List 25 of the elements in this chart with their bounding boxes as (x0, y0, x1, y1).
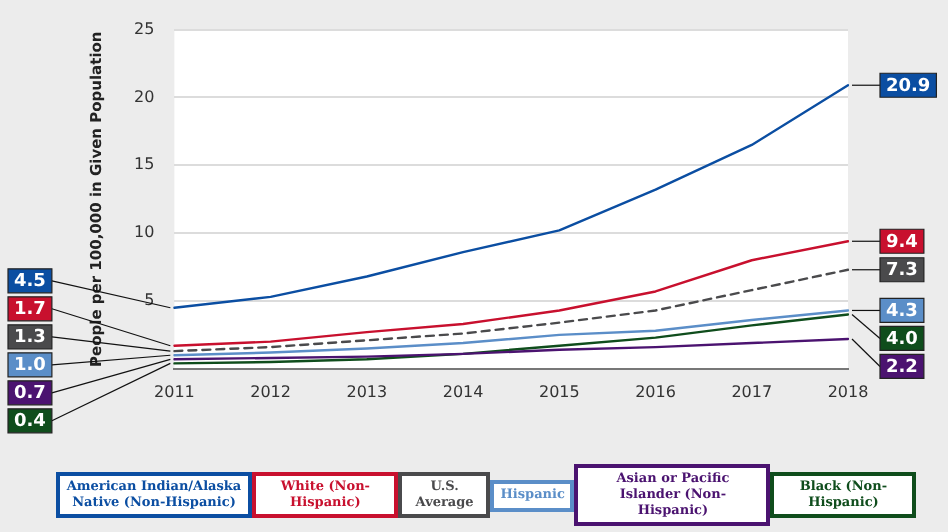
x-tick-label: 2012 (250, 382, 291, 401)
x-tick-label: 2016 (635, 382, 676, 401)
line-series (173, 268, 850, 353)
data-label: 2.2 (885, 358, 918, 379)
data-label: 1.7 (13, 300, 46, 321)
y-tick-label: 20 (133, 87, 155, 106)
data-label: 4.5 (13, 272, 46, 293)
data-label: 0.4 (13, 412, 46, 433)
data-label: 9.4 (885, 232, 918, 253)
y-tick-label: 15 (133, 155, 155, 174)
x-tick-label: 2017 (731, 382, 773, 401)
y-tick-label: 10 (133, 223, 155, 242)
x-tick-label: 2015 (538, 382, 580, 401)
y-tick-label: 25 (133, 19, 155, 38)
data-label: 0.7 (13, 384, 46, 405)
data-label: 4.3 (885, 302, 918, 323)
x-tick-label: 2013 (346, 382, 388, 401)
x-tick-label: 2014 (442, 382, 484, 401)
x-tick-label: 2011 (154, 382, 195, 401)
data-label: 1.0 (13, 356, 46, 377)
data-label: 20.9 (885, 76, 931, 97)
data-label: 7.3 (885, 261, 918, 282)
data-label: 1.3 (13, 328, 46, 349)
x-tick-label: 2018 (827, 382, 869, 401)
data-label: 4.0 (885, 330, 918, 351)
